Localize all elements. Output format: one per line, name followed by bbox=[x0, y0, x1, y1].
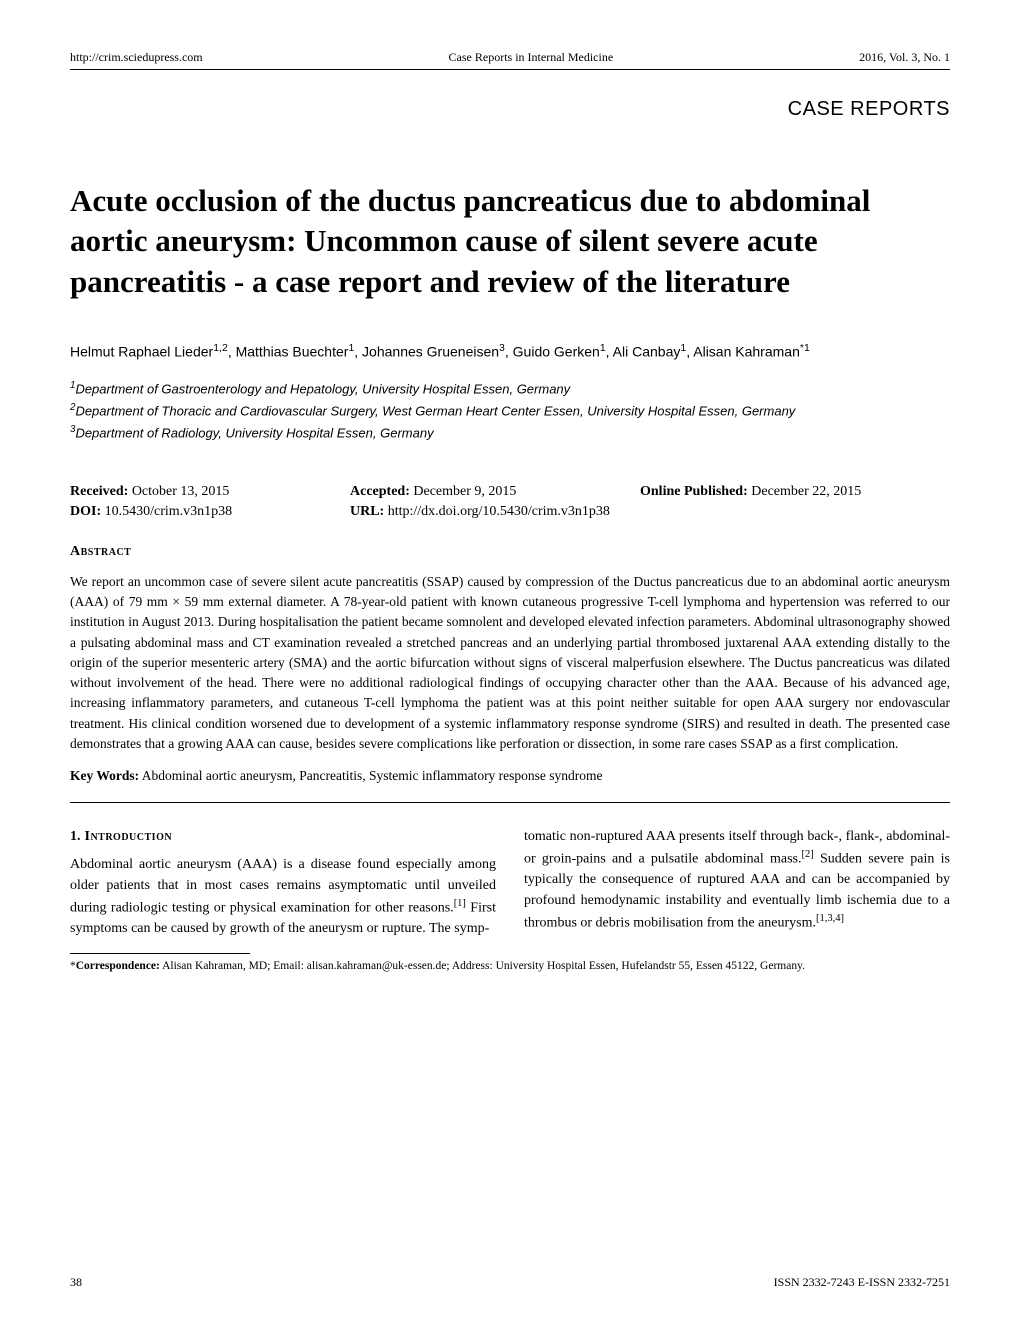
footnote-separator bbox=[70, 953, 250, 954]
page-number: 38 bbox=[70, 1275, 82, 1290]
accepted-value: December 9, 2015 bbox=[410, 484, 517, 499]
article-title: Acute occlusion of the ductus pancreatic… bbox=[70, 181, 950, 302]
issn-line: ISSN 2332-7243 E-ISSN 2332-7251 bbox=[774, 1275, 950, 1290]
accepted-label: Accepted: bbox=[350, 484, 410, 499]
section-divider bbox=[70, 802, 950, 803]
introduction-heading: 1. Introduction bbox=[70, 827, 496, 847]
doi-label: DOI: bbox=[70, 504, 101, 519]
abstract-heading: Abstract bbox=[70, 544, 950, 560]
url-label: URL: bbox=[350, 504, 384, 519]
header-journal: Case Reports in Internal Medicine bbox=[449, 50, 614, 65]
received-label: Received: bbox=[70, 484, 128, 499]
body-column-left: 1. Introduction Abdominal aortic aneurys… bbox=[70, 827, 496, 939]
url-value: http://dx.doi.org/10.5430/crim.v3n1p38 bbox=[384, 504, 610, 519]
header-url: http://crim.sciedupress.com bbox=[70, 50, 203, 65]
dates-row-2: DOI: 10.5430/crim.v3n1p38 URL: http://dx… bbox=[70, 504, 950, 520]
intro-word: Introduction bbox=[81, 829, 173, 844]
online-label: Online Published: bbox=[640, 484, 748, 499]
received-value: October 13, 2015 bbox=[128, 484, 229, 499]
correspondence-footnote: *Correspondence: Alisan Kahraman, MD; Em… bbox=[70, 958, 950, 974]
online-value: December 22, 2015 bbox=[748, 484, 862, 499]
doi-value: 10.5430/crim.v3n1p38 bbox=[101, 504, 232, 519]
intro-num: 1. bbox=[70, 829, 81, 844]
page-footer: 38 ISSN 2332-7243 E-ISSN 2332-7251 bbox=[70, 1275, 950, 1290]
keywords: Key Words: Abdominal aortic aneurysm, Pa… bbox=[70, 768, 950, 784]
keywords-label: Key Words: bbox=[70, 768, 139, 783]
affiliations: 1Department of Gastroenterology and Hepa… bbox=[70, 378, 950, 444]
abstract-text: We report an uncommon case of severe sil… bbox=[70, 572, 950, 754]
authors-line: Helmut Raphael Lieder1,2, Matthias Buech… bbox=[70, 342, 950, 360]
header-issue: 2016, Vol. 3, No. 1 bbox=[859, 50, 950, 65]
keywords-value: Abdominal aortic aneurysm, Pancreatitis,… bbox=[139, 768, 602, 783]
body-column-right: tomatic non-ruptured AAA presents itself… bbox=[524, 827, 950, 939]
intro-paragraph-left: Abdominal aortic aneurysm (AAA) is a dis… bbox=[70, 855, 496, 939]
section-label: CASE REPORTS bbox=[70, 98, 950, 121]
body-columns: 1. Introduction Abdominal aortic aneurys… bbox=[70, 827, 950, 939]
dates-row-1: Received: October 13, 2015 Accepted: Dec… bbox=[70, 484, 950, 500]
page-header: http://crim.sciedupress.com Case Reports… bbox=[70, 50, 950, 70]
intro-paragraph-right: tomatic non-ruptured AAA presents itself… bbox=[524, 827, 950, 934]
